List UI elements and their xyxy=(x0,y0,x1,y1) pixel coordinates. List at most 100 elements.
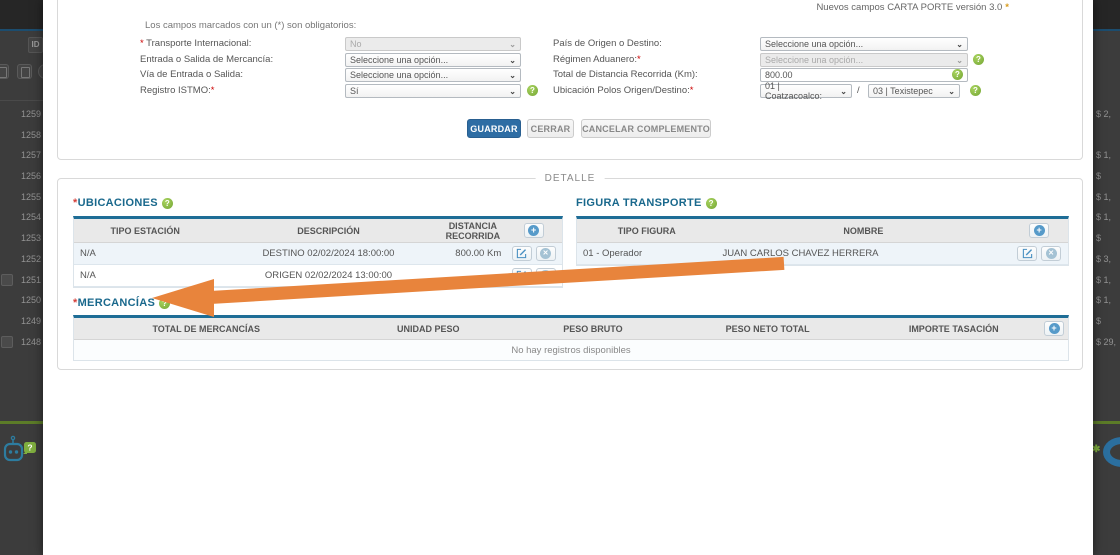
bg-row-amount: $ 1, xyxy=(1096,295,1112,306)
carta-porte-modal: Nuevos campos CARTA PORTE versión 3.0 * L… xyxy=(43,0,1093,555)
figura-transporte-table: TIPO FIGURA NOMBRE + 01 - Operador JUAN … xyxy=(576,216,1069,266)
table-row: N/A DESTINO 02/02/2024 18:00:00 800.00 K… xyxy=(74,243,562,265)
label-text: Vía de Entrada o Salida: xyxy=(140,69,243,80)
add-mercancia-button[interactable]: + xyxy=(1044,321,1065,336)
cell-descripcion: ORIGEN 02/02/2024 13:00:00 xyxy=(264,270,393,281)
bg-row-amount xyxy=(1093,125,1120,146)
required-mark: * xyxy=(636,54,641,65)
select-value: No xyxy=(350,39,362,49)
mercancias-table: TOTAL DE MERCANCÍAS UNIDAD PESO PESO BRU… xyxy=(73,315,1069,361)
select-value: Sí xyxy=(350,86,359,96)
select-value: Seleccione una opción... xyxy=(350,70,449,80)
edit-row-button[interactable] xyxy=(511,246,532,261)
label-via-entrada-salida: Vía de Entrada o Salida: xyxy=(140,68,243,82)
delete-row-button[interactable]: ✕ xyxy=(1041,246,1062,261)
ubicaciones-header-row: TIPO ESTACIÓN DESCRIPCIÓN DISTANCIA RECO… xyxy=(74,219,562,243)
header-actions: + xyxy=(505,219,562,242)
label-text: Régimen Aduanero: xyxy=(553,54,637,65)
delete-row-button[interactable]: ✕ xyxy=(535,246,556,261)
select-regimen-aduanero: Seleccione una opción... ⌄ xyxy=(760,53,968,67)
mercancias-header-row: TOTAL DE MERCANCÍAS UNIDAD PESO PESO BRU… xyxy=(74,318,1068,340)
chevron-down-icon: ⌄ xyxy=(956,39,963,49)
bg-row-id: 1254 xyxy=(20,212,41,223)
column-header: TOTAL DE MERCANCÍAS xyxy=(152,323,260,334)
bg-row-amount: $ 1, xyxy=(1096,191,1112,202)
distancia-recorrida-input[interactable]: 800.00 xyxy=(760,68,968,82)
add-figura-button[interactable]: + xyxy=(1029,223,1050,238)
select-entrada-salida[interactable]: Seleccione una opción... ⌄ xyxy=(345,53,521,67)
label-regimen-aduanero: Régimen Aduanero:* xyxy=(553,53,641,67)
cell-tipo-estacion: N/A xyxy=(80,270,96,281)
add-ubicacion-button[interactable]: + xyxy=(523,223,544,238)
required-mark: * xyxy=(73,197,78,209)
cancelar-complemento-button[interactable]: CANCELAR COMPLEMENTO xyxy=(581,119,711,138)
column-header: DISTANCIA RECORRIDA xyxy=(445,220,501,241)
column-header: UNIDAD PESO xyxy=(397,323,460,334)
select-pais-origen-destino[interactable]: Seleccione una opción... ⌄ xyxy=(760,37,968,51)
label-pais-origen-destino: País de Origen o Destino: xyxy=(553,37,662,51)
select-registro-istmo[interactable]: Sí ⌄ xyxy=(345,84,521,98)
bg-row-amount: $ xyxy=(1096,233,1102,244)
figura-header-row: TIPO FIGURA NOMBRE + xyxy=(577,219,1068,243)
bg-toolbar-icon xyxy=(0,64,9,79)
plus-icon: + xyxy=(1048,323,1060,334)
plus-icon: + xyxy=(528,225,540,236)
help-icon[interactable]: ? xyxy=(952,69,963,80)
help-icon[interactable]: ? xyxy=(527,85,538,96)
ubicaciones-table: TIPO ESTACIÓN DESCRIPCIÓN DISTANCIA RECO… xyxy=(73,216,563,288)
help-icon[interactable]: ? xyxy=(161,197,173,209)
bg-row-id: 1255 xyxy=(20,191,41,202)
bg-row-amount: $ 1, xyxy=(1096,274,1112,285)
cell-distancia: 800.00 Km xyxy=(455,248,502,259)
bg-row-amount: $ xyxy=(1096,315,1102,326)
bg-row-id: 1258 xyxy=(20,129,41,140)
chevron-down-icon: ⌄ xyxy=(509,86,516,96)
label-entrada-salida: Entrada o Salida de Mercancía: xyxy=(140,53,273,67)
version-note: Nuevos campos CARTA PORTE versión 3.0 * xyxy=(816,2,1009,13)
required-mark: * xyxy=(689,85,694,96)
detalle-legend: DETALLE xyxy=(535,173,605,184)
bg-row-id: 1257 xyxy=(20,150,41,161)
edit-pencil-icon xyxy=(516,248,527,259)
bg-row-amount: $ 3, xyxy=(1096,253,1112,264)
guardar-button[interactable]: GUARDAR xyxy=(467,119,521,138)
header-actions: + xyxy=(1040,318,1068,339)
select-value: 01 | Coatzacoalco: xyxy=(765,81,823,101)
bg-row-amount: $ 2, xyxy=(1096,109,1112,119)
help-icon[interactable]: ? xyxy=(970,85,981,96)
help-icon[interactable]: ? xyxy=(705,197,717,209)
select-polo-destino[interactable]: 03 | Texistepec ⌄ xyxy=(868,84,960,98)
section-title-text: UBICACIONES xyxy=(77,197,158,209)
header-actions: + xyxy=(1010,219,1068,242)
bg-row-amount: $ 29, xyxy=(1096,336,1117,347)
help-icon[interactable]: ? xyxy=(973,54,984,65)
section-title-text: MERCANCÍAS xyxy=(77,297,156,309)
select-via-entrada-salida[interactable]: Seleccione una opción... ⌄ xyxy=(345,68,521,82)
edit-pencil-icon xyxy=(1022,248,1032,259)
svg-text:?: ? xyxy=(27,443,32,453)
bg-row-id: 1253 xyxy=(20,233,41,244)
row-actions: ✕ xyxy=(505,243,562,264)
cell-tipo-estacion: N/A xyxy=(80,248,96,259)
label-registro-istmo: Registro ISTMO:* xyxy=(140,84,214,98)
help-robot-icon: ? xyxy=(1,435,37,471)
label-distancia-recorrida: Total de Distancia Recorrida (Km): xyxy=(553,68,698,82)
ubicaciones-title: *UBICACIONES ? xyxy=(73,197,173,209)
label-text: Ubicación Polos Origen/Destino: xyxy=(553,85,690,96)
label-text: Entrada o Salida de Mercancía: xyxy=(140,54,274,65)
bg-row-amount: $ xyxy=(1096,171,1102,182)
cerrar-button[interactable]: CERRAR xyxy=(527,119,574,138)
required-mark: * xyxy=(140,38,147,49)
select-polo-origen[interactable]: 01 | Coatzacoalco: ⌄ xyxy=(760,81,852,101)
edit-row-button[interactable] xyxy=(1017,246,1038,261)
required-mark: * xyxy=(210,85,215,96)
row-actions: ✕ xyxy=(1010,243,1068,264)
version-note-text: Nuevos campos CARTA PORTE versión 3.0 xyxy=(816,2,1003,13)
select-transporte-internacional: No ⌄ xyxy=(345,37,521,51)
bg-row-amount: $ 1, xyxy=(1096,212,1112,223)
bg-row-id: 1250 xyxy=(20,295,41,306)
bg-row-id: 1259 xyxy=(20,109,41,119)
cell-descripcion: DESTINO 02/02/2024 18:00:00 xyxy=(262,248,395,259)
cell-nombre: JUAN CARLOS CHAVEZ HERRERA xyxy=(722,248,879,259)
